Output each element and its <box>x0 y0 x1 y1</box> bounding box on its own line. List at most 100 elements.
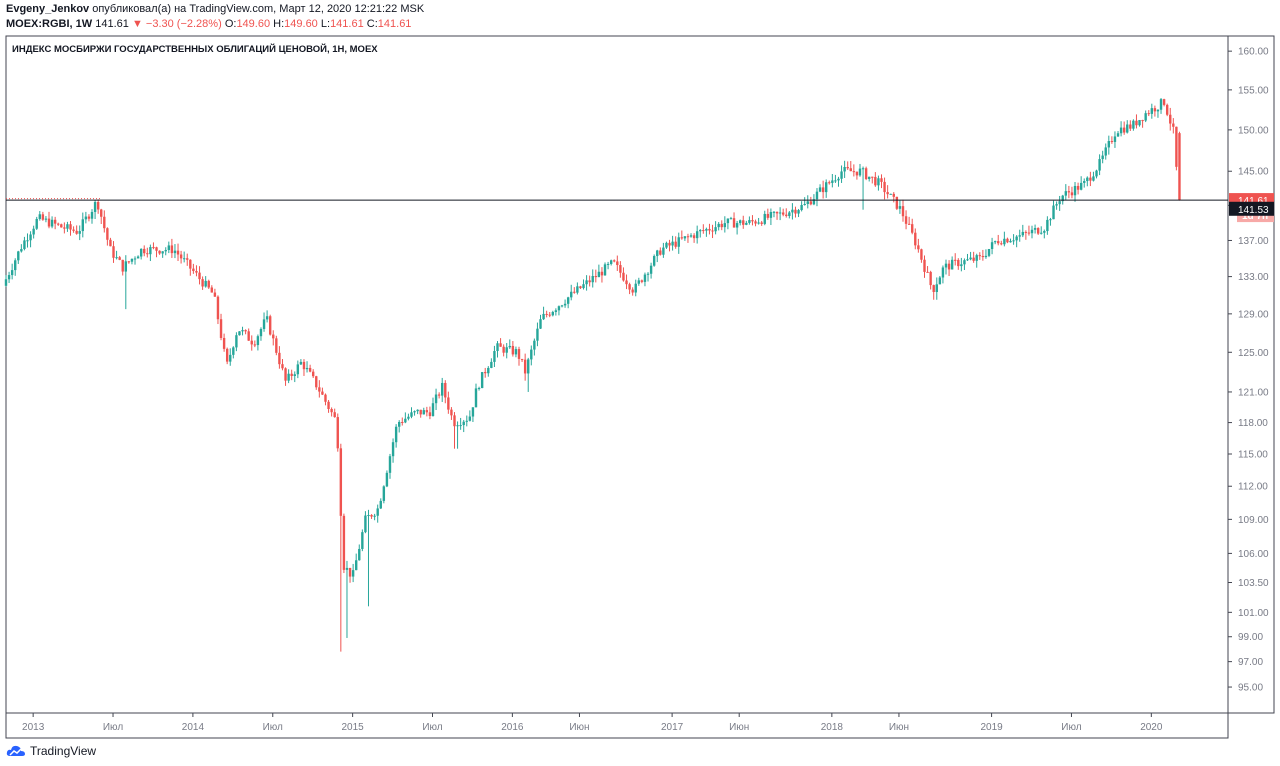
candle-body <box>182 258 186 260</box>
candle-body <box>723 223 727 228</box>
candle-body <box>570 291 573 298</box>
candle-body <box>597 271 601 278</box>
candle-body <box>471 407 475 417</box>
candle-body <box>382 486 386 501</box>
candle-body <box>480 372 484 389</box>
candle-body <box>57 223 60 225</box>
candle-body <box>1144 113 1147 121</box>
candle-body <box>834 180 837 182</box>
candle-body <box>23 240 26 250</box>
candle-body <box>1000 243 1003 245</box>
candle-body <box>505 347 508 353</box>
candle-body <box>394 426 398 443</box>
candle-body <box>794 209 797 214</box>
candle-body <box>1012 240 1015 242</box>
candle-body <box>93 202 97 212</box>
low-value: 141.61 <box>330 18 364 30</box>
candle-body <box>656 250 659 257</box>
candle-body <box>53 219 57 224</box>
candle-body <box>474 388 478 408</box>
candle-body <box>268 316 272 335</box>
candle-body <box>1153 108 1157 112</box>
candle-body <box>1165 104 1169 115</box>
last-price-label: 141.61 <box>1238 196 1269 207</box>
candle-body <box>47 218 51 227</box>
candle-body <box>361 532 364 549</box>
candle-body <box>170 245 174 254</box>
candle-body <box>748 220 751 223</box>
candle-body <box>179 254 183 259</box>
candle-body <box>858 168 862 176</box>
candle-body <box>944 263 948 268</box>
author-name[interactable]: Evgeny_Jenkov <box>6 3 90 15</box>
y-tick-label: 118.00 <box>1238 418 1268 429</box>
candle-body <box>523 359 527 374</box>
candle-body <box>354 560 358 571</box>
candle-body <box>868 176 871 179</box>
candle-body <box>370 515 373 517</box>
time-axis[interactable] <box>5 712 1229 739</box>
symbol-name[interactable]: MOEX:RGBI, 1W <box>6 18 93 30</box>
candle-body <box>143 248 146 254</box>
candle-body <box>920 249 923 260</box>
candle-body <box>241 330 244 332</box>
candle-body <box>351 570 355 577</box>
candle-body <box>213 292 217 297</box>
candle-body <box>745 222 748 225</box>
candle-body <box>1135 120 1138 126</box>
candle-body <box>1006 238 1009 243</box>
candle-body <box>588 280 591 283</box>
candle-body <box>121 259 124 272</box>
candle-body <box>997 241 1000 244</box>
candle-body <box>864 168 868 179</box>
candle-body <box>594 276 598 278</box>
candle-body <box>812 199 816 205</box>
down-arrow-icon: ▼ <box>131 18 143 30</box>
price-axis[interactable] <box>1227 35 1275 714</box>
candle-body <box>130 258 134 262</box>
candle-body <box>1172 123 1175 127</box>
candle-body <box>652 256 656 266</box>
candle-body <box>35 218 38 229</box>
y-tick-label: 160.00 <box>1238 47 1269 58</box>
candle-body <box>649 265 653 274</box>
candle-body <box>821 187 825 193</box>
candle-body <box>542 313 545 320</box>
brand-name[interactable]: TradingView <box>30 744 97 758</box>
candle-body <box>714 227 717 232</box>
y-tick-label: 129.00 <box>1238 309 1269 320</box>
candle-body <box>14 260 17 271</box>
candle-body <box>818 187 822 192</box>
candle-body <box>216 296 220 320</box>
candle-body <box>757 222 760 224</box>
candle-body <box>416 409 419 412</box>
candle-body <box>7 275 11 280</box>
candle-body <box>855 171 859 176</box>
candle-body <box>385 472 389 487</box>
candle-body <box>898 206 902 209</box>
candle-body <box>689 235 693 237</box>
candle-body <box>450 409 453 416</box>
candle-body <box>1049 219 1052 221</box>
candle-body <box>901 206 905 217</box>
candle-body <box>287 373 290 381</box>
candle-body <box>4 279 8 286</box>
candle-body <box>785 214 788 216</box>
candle-body <box>1150 108 1154 114</box>
candle-body <box>173 250 177 254</box>
candle-body <box>1092 176 1095 181</box>
x-tick-label: 2019 <box>980 722 1003 733</box>
candle-body <box>692 235 696 239</box>
candle-body <box>840 171 843 179</box>
candle-body <box>763 213 766 224</box>
candle-body <box>775 211 779 214</box>
candle-body <box>401 421 404 423</box>
candle-body <box>84 216 88 220</box>
candle-body <box>674 241 677 247</box>
candle-body <box>342 515 346 570</box>
candle-body <box>376 508 379 516</box>
candle-body <box>803 204 806 206</box>
candle-body <box>434 394 438 404</box>
open-label: O: <box>224 18 237 30</box>
